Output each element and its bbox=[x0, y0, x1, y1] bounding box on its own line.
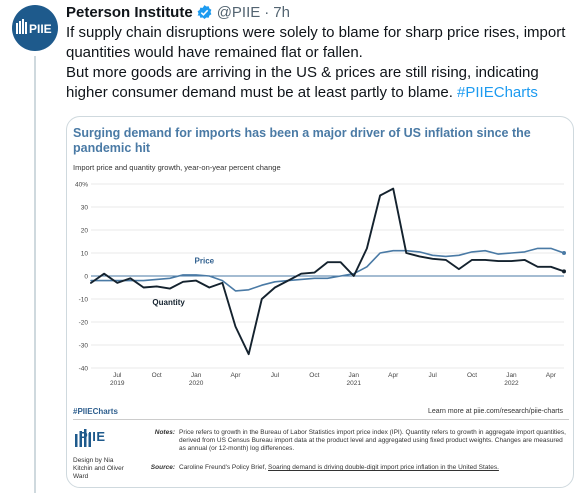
x-tick-label: Apr bbox=[388, 372, 399, 379]
x-tick-year: 2021 bbox=[347, 380, 362, 387]
y-tick-label: -30 bbox=[79, 343, 89, 350]
x-tick-label: Jul bbox=[113, 372, 122, 379]
x-tick-label: Jan bbox=[506, 372, 517, 379]
chart-title: Surging demand for imports has been a ma… bbox=[73, 126, 531, 155]
x-tick-year: 2020 bbox=[189, 380, 204, 387]
x-tick-label: Jan bbox=[349, 372, 360, 379]
x-tick-label: Jan bbox=[191, 372, 202, 379]
tweet-text-line2: But more goods are arriving in the US & … bbox=[66, 63, 576, 103]
y-tick-label: 40% bbox=[75, 182, 88, 189]
piie-logo-icon: PIIE bbox=[16, 19, 52, 36]
x-tick-label: Oct bbox=[309, 372, 319, 379]
design-credit: Design by Nia Kitchin and Oliver Ward bbox=[73, 457, 124, 480]
x-tick-label: Oct bbox=[467, 372, 477, 379]
author-handle[interactable]: @PIIE bbox=[216, 3, 261, 21]
author-name[interactable]: Peterson Institute bbox=[66, 3, 193, 21]
figure-learn-more: Learn more at piie.com/research/piie-cha… bbox=[427, 408, 563, 415]
tweet-media-image[interactable]: Surging demand for imports has been a ma… bbox=[66, 116, 574, 488]
source-label: Source: bbox=[150, 464, 175, 471]
chart-subtitle: Import price and quantity growth, year-o… bbox=[73, 163, 281, 172]
x-tick-label: Jul bbox=[428, 372, 437, 379]
notes-label: Notes: bbox=[154, 429, 175, 436]
source-prefix: Caroline Freund's Policy Brief, bbox=[179, 464, 269, 471]
series-line-price bbox=[90, 247, 565, 292]
tweet-time[interactable]: 7h bbox=[273, 3, 290, 21]
footer-divider bbox=[73, 419, 569, 420]
hashtag-link[interactable]: #PIIECharts bbox=[457, 84, 538, 101]
x-tick-label: Jul bbox=[271, 372, 280, 379]
y-tick-label: 30 bbox=[81, 205, 89, 212]
x-tick-year: 2022 bbox=[504, 380, 519, 387]
piie-logo: PIIE bbox=[75, 429, 106, 447]
header-separator: · bbox=[264, 3, 270, 21]
series-label-quantity: Quantity bbox=[152, 298, 185, 307]
y-tick-label: 0 bbox=[84, 274, 88, 281]
notes-text: Price refers to growth in the Bureau of … bbox=[179, 429, 566, 452]
source-text: Caroline Freund's Policy Brief, Soaring … bbox=[179, 464, 571, 471]
figure-hashtag: #PIIECharts bbox=[73, 407, 118, 416]
tweet-text-body: But more goods are arriving in the US & … bbox=[66, 64, 539, 101]
y-tick-label: 20 bbox=[81, 228, 89, 235]
x-tick-label: Oct bbox=[152, 372, 162, 379]
thread-line bbox=[34, 56, 36, 493]
x-tick-label: Apr bbox=[230, 372, 241, 379]
series-line-quantity bbox=[90, 187, 565, 356]
tweet-header: Peterson Institute @PIIE · 7h bbox=[66, 2, 290, 22]
avatar[interactable]: PIIE bbox=[12, 5, 58, 51]
verified-badge-icon bbox=[196, 4, 213, 21]
y-tick-label: -40 bbox=[79, 366, 89, 373]
series-label-price: Price bbox=[195, 256, 215, 265]
tweet-text: If supply chain disruptions were solely … bbox=[66, 23, 576, 103]
x-tick-label: Apr bbox=[546, 372, 557, 379]
tweet-text-line1: If supply chain disruptions were solely … bbox=[66, 24, 566, 61]
y-tick-label: -20 bbox=[79, 320, 89, 327]
series-endpoint-quantity bbox=[562, 269, 566, 274]
avatar-text: PIIE bbox=[29, 22, 52, 36]
source-link: Soaring demand is driving double-digit i… bbox=[268, 464, 499, 471]
series-endpoint-price bbox=[562, 251, 566, 255]
x-tick-year: 2019 bbox=[110, 380, 125, 387]
y-tick-label: -10 bbox=[79, 297, 89, 304]
piie-columns-icon bbox=[75, 429, 91, 447]
y-tick-label: 10 bbox=[81, 251, 89, 258]
